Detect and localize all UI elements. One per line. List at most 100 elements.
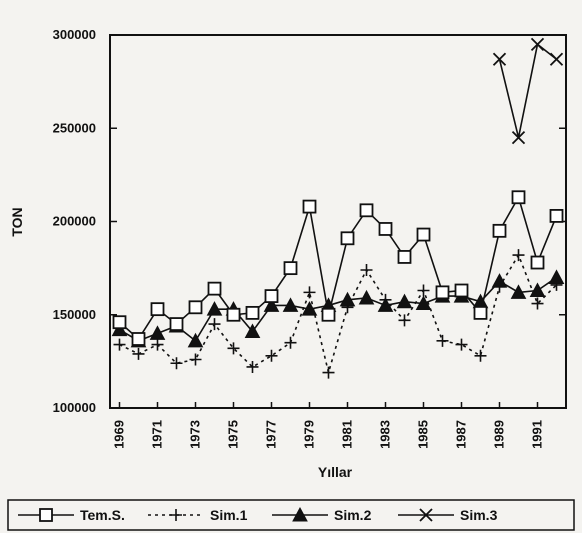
data-point-tem-s	[454, 283, 469, 298]
data-point-tem-s	[169, 317, 184, 331]
data-point-sim-2	[415, 295, 432, 311]
data-point-sim-2	[206, 301, 223, 316]
data-point-sim-2	[396, 293, 413, 309]
x-tick-label: 1989	[492, 420, 507, 449]
legend-marker-tem-s	[39, 508, 53, 522]
data-point-sim-2	[187, 332, 204, 348]
data-point-tem-s	[245, 305, 260, 320]
data-point-tem-s	[321, 307, 336, 322]
data-point-sim-1	[284, 336, 297, 349]
legend-marker-sim-1	[170, 509, 182, 521]
series-sim-3	[492, 37, 564, 145]
x-tick-label: 1979	[302, 420, 317, 449]
data-point-sim-2	[510, 284, 527, 299]
data-point-sim-1	[265, 349, 278, 362]
x-tick-label: 1973	[188, 420, 203, 449]
series-line-sim-1	[119, 253, 558, 376]
data-point-sim-2	[339, 291, 356, 307]
x-tick-label: 1981	[340, 420, 355, 449]
legend-marker-sim-2	[292, 506, 308, 522]
legend: Tem.S. Sim.1 Sim.2 Sim.3	[7, 499, 575, 531]
data-point-sim-2	[358, 289, 375, 305]
data-point-sim-2	[111, 321, 128, 337]
data-point-sim-1	[512, 249, 525, 262]
series-lines	[111, 37, 565, 379]
data-point-tem-s	[549, 209, 564, 223]
data-point-sim-2	[377, 297, 394, 312]
data-point-tem-s	[435, 285, 450, 300]
data-point-sim-2	[491, 273, 508, 288]
data-point-tem-s	[378, 222, 393, 236]
data-point-sim-2	[301, 301, 318, 316]
data-point-tem-s	[511, 190, 526, 205]
data-point-sim-1	[189, 353, 202, 366]
plot-area-border	[109, 34, 567, 409]
series-sim-1	[113, 249, 563, 379]
x-axis-title: Yıllar	[318, 464, 353, 480]
data-point-sim-3	[549, 52, 564, 66]
legend-item-sim-2: Sim.2	[272, 506, 372, 523]
data-point-sim-3	[511, 130, 526, 145]
legend-box	[7, 499, 575, 531]
y-tick-label: 200000	[53, 214, 96, 229]
data-point-tem-s	[188, 300, 203, 315]
data-point-tem-s	[473, 305, 488, 320]
data-point-tem-s	[359, 203, 374, 218]
data-point-sim-2	[282, 297, 299, 312]
data-point-tem-s	[283, 261, 298, 276]
y-tick-label: 150000	[53, 307, 96, 322]
y-axis-title: TON	[9, 207, 25, 236]
data-point-sim-2	[244, 323, 261, 339]
data-point-sim-1	[227, 342, 240, 355]
x-tick-label: 1985	[416, 420, 431, 449]
x-tick-label: 1977	[264, 420, 279, 449]
data-point-sim-1	[151, 338, 164, 351]
data-point-tem-s	[150, 302, 165, 317]
data-point-sim-1	[398, 314, 411, 327]
data-point-sim-3	[530, 37, 545, 51]
data-point-sim-1	[360, 263, 373, 276]
y-axis-ticks: 100000 150000 200000 250000 300000	[53, 27, 566, 415]
y-tick-label: 100000	[53, 400, 96, 415]
legend-label-sim-2: Sim.2	[334, 507, 372, 523]
legend-label-sim-1: Sim.1	[210, 507, 248, 523]
legend-marker-sim-3	[419, 508, 433, 522]
x-tick-label: 1983	[378, 420, 393, 449]
y-tick-label: 300000	[53, 27, 96, 42]
data-point-sim-1	[113, 338, 126, 351]
legend-item-sim-1: Sim.1	[148, 507, 248, 523]
data-point-sim-1	[474, 349, 487, 362]
legend-item-sim-3: Sim.3	[398, 507, 498, 523]
data-point-sim-2	[149, 325, 166, 340]
legend-item-tem-s: Tem.S.	[18, 507, 125, 523]
x-axis-ticks: 1969 1971 1973 1975 1977 1979 1981 1983 1985 1987…	[112, 402, 545, 449]
plot-frame	[109, 34, 567, 409]
data-point-tem-s	[530, 255, 545, 270]
data-point-tem-s	[416, 227, 431, 242]
data-point-sim-1	[436, 334, 449, 347]
legend-label-tem-s: Tem.S.	[80, 507, 125, 523]
data-point-tem-s	[302, 199, 317, 214]
data-point-tem-s	[492, 223, 507, 238]
series-sim-2	[111, 269, 565, 348]
data-point-sim-1	[417, 284, 430, 297]
data-point-sim-1	[322, 366, 335, 379]
data-point-tem-s	[264, 289, 279, 304]
x-tick-label: 1987	[454, 420, 469, 449]
data-point-tem-s	[226, 307, 241, 322]
data-point-sim-2	[263, 297, 280, 312]
data-point-sim-1	[246, 360, 259, 373]
series-line-sim-2	[119, 276, 557, 343]
data-point-sim-1	[132, 347, 145, 360]
series-line-sim-3	[498, 42, 557, 138]
x-tick-label: 1991	[530, 420, 545, 449]
data-point-tem-s	[397, 250, 412, 264]
data-point-sim-2	[529, 282, 546, 298]
data-point-sim-3	[492, 52, 507, 66]
series-tem-s	[112, 190, 564, 346]
data-point-sim-1	[455, 338, 468, 351]
data-point-sim-1	[170, 357, 183, 370]
data-point-sim-1	[303, 286, 316, 299]
y-tick-label: 250000	[53, 120, 96, 135]
